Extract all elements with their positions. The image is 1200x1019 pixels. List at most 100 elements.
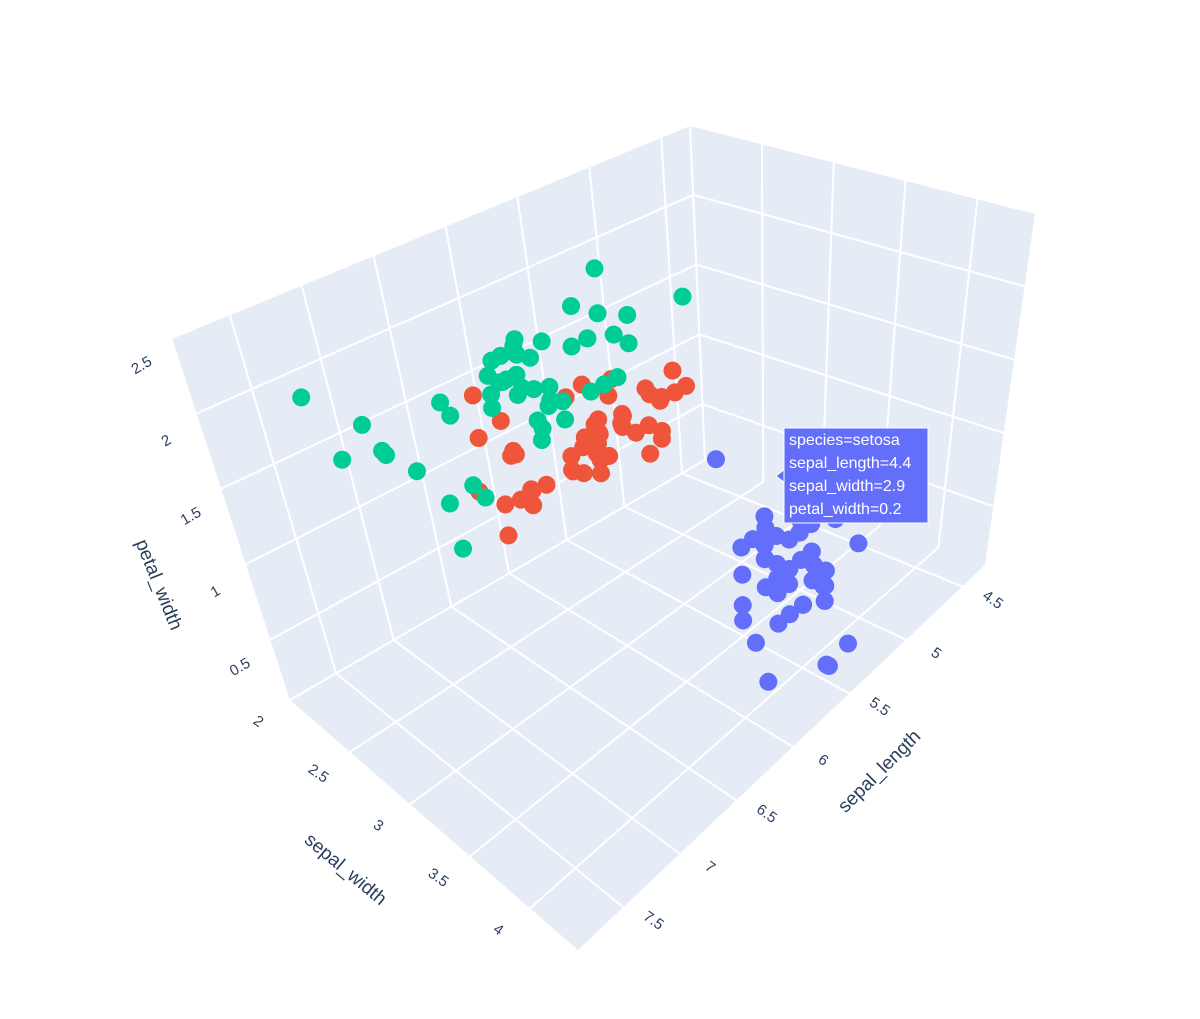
x-axis-title: sepal_length: [834, 726, 925, 817]
point: [733, 565, 752, 584]
point: [464, 476, 483, 495]
point: [578, 329, 597, 348]
z-tick-label: 1: [208, 582, 224, 601]
z-axis-title: petal_width: [131, 536, 186, 633]
point: [755, 507, 774, 526]
point: [377, 446, 396, 465]
walls: [172, 125, 1035, 950]
y-tick-label: 2.5: [305, 761, 332, 787]
x-tick-label: 4.5: [979, 587, 1006, 613]
point: [592, 464, 611, 483]
point: [524, 496, 543, 515]
point: [483, 398, 502, 417]
point: [521, 348, 540, 367]
tooltip-line: sepal_width=2.9: [789, 478, 905, 495]
grid-line: [171, 124, 691, 339]
point: [733, 596, 752, 615]
point: [431, 393, 450, 412]
y-tick-label: 3: [370, 816, 387, 835]
x-tick-label: 5.5: [866, 694, 893, 720]
point: [589, 410, 608, 429]
point: [522, 480, 541, 499]
point: [817, 655, 836, 674]
grid-line: [289, 459, 706, 701]
point: [556, 410, 575, 429]
point: [652, 421, 671, 440]
point: [768, 569, 787, 588]
point: [553, 392, 572, 411]
point: [663, 361, 682, 380]
point: [352, 415, 371, 434]
point: [540, 377, 559, 396]
point: [499, 526, 518, 545]
y-axis-title: sepal_width: [300, 829, 390, 910]
point: [507, 365, 526, 384]
point: [619, 334, 638, 353]
tooltip-box: [783, 427, 929, 524]
point: [463, 386, 482, 405]
point: [476, 488, 495, 507]
x-tick-label: 6.5: [753, 801, 780, 827]
point: [706, 450, 725, 469]
grid-line: [269, 403, 703, 641]
point: [562, 447, 581, 466]
point: [292, 388, 311, 407]
point: [814, 577, 833, 596]
point: [759, 672, 778, 691]
point: [537, 475, 556, 494]
tooltip: species=setosa sepal_length=4.4 sepal_wi…: [775, 427, 929, 524]
point: [746, 633, 765, 652]
point: [482, 351, 501, 370]
point: [562, 337, 581, 356]
point: [613, 417, 632, 436]
grid-line: [689, 124, 1036, 214]
grid-line: [699, 333, 1005, 434]
grid-line: [529, 546, 939, 910]
z-tick-label: 1.5: [178, 504, 205, 529]
point: [604, 325, 623, 344]
point: [839, 634, 857, 653]
tooltip-line: petal_width=0.2: [789, 501, 902, 518]
point: [469, 429, 488, 447]
point: [533, 419, 552, 438]
point: [539, 397, 558, 416]
grid-line: [695, 263, 1015, 361]
grid-line: [409, 502, 823, 805]
point: [641, 444, 660, 463]
y-tick-label: 4: [490, 921, 507, 940]
point: [588, 304, 607, 323]
point: [816, 561, 835, 580]
grid-line: [349, 481, 764, 753]
point: [849, 534, 868, 553]
point: [504, 441, 523, 460]
point: [575, 428, 594, 447]
point: [493, 372, 512, 391]
point: [608, 368, 627, 387]
point: [491, 411, 510, 430]
points: [292, 259, 868, 691]
point: [673, 287, 692, 306]
point: [563, 460, 582, 479]
tooltip-line: species=setosa: [789, 432, 900, 449]
tooltip-line: sepal_length=4.4: [789, 455, 911, 472]
x-tick-label: 7: [702, 858, 719, 877]
point: [791, 550, 810, 569]
point: [562, 297, 581, 316]
point: [532, 332, 551, 351]
point: [440, 494, 459, 513]
point: [755, 535, 774, 554]
x-tick-label: 5: [928, 644, 945, 663]
point: [652, 387, 671, 406]
point: [677, 376, 696, 395]
point: [767, 554, 786, 573]
point: [732, 538, 751, 557]
grid-line: [220, 263, 697, 490]
point: [794, 595, 813, 614]
x-tick-label: 7.5: [640, 908, 667, 934]
y-tick-label: 3.5: [425, 865, 452, 891]
z-tick-label: 2: [158, 432, 174, 451]
point: [478, 366, 497, 385]
point: [441, 406, 460, 425]
